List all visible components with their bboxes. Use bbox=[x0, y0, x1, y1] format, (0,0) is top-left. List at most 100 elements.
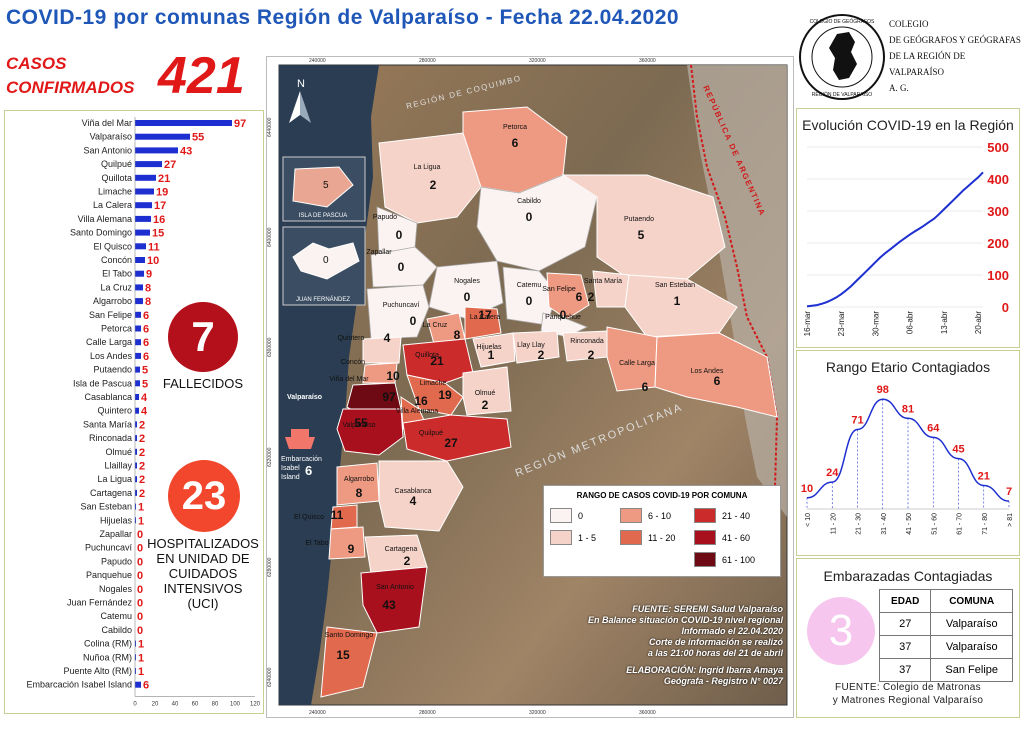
bar-la-calera bbox=[135, 202, 152, 209]
north-arrow-icon: N bbox=[289, 78, 311, 123]
map-label-quintero: Quintero bbox=[338, 335, 365, 342]
commune-calle-larga bbox=[606, 326, 658, 392]
commune-san-felipe bbox=[546, 272, 590, 320]
fallecidos-label: FALLECIDOS bbox=[162, 376, 244, 391]
commune-los-andes bbox=[654, 332, 778, 418]
map-tick-left-2: 6400000 bbox=[267, 227, 273, 247]
logo: COLEGIO DE GEÓGRAFOS REGIÓN DE VALPARAÍS… bbox=[797, 12, 1022, 102]
logo-line1: COLEGIO bbox=[889, 19, 929, 29]
map-label-limache: Limache bbox=[420, 380, 447, 387]
bar-value-llaillay: 2 bbox=[139, 461, 145, 473]
logo-line4: A. G. bbox=[889, 83, 909, 93]
commune-san-antonio bbox=[360, 566, 428, 634]
map-value-san-antonio: 43 bbox=[382, 598, 396, 612]
legend-label: 1 - 5 bbox=[578, 532, 597, 543]
bar-label-el-tabo: El Tabo bbox=[102, 269, 132, 279]
bar-label-san-antonio: San Antonio bbox=[83, 145, 132, 155]
embarazadas-table: EDAD COMUNA 27 Valparaíso 37 Valparaíso … bbox=[878, 589, 1013, 682]
bar-value-san-esteban: 1 bbox=[138, 502, 144, 514]
ship-label-1: Embarcación bbox=[281, 456, 322, 463]
map-label-san-antonio: San Antonio bbox=[376, 584, 414, 591]
bar-value-quillota: 21 bbox=[158, 173, 170, 185]
map-value-rinconada: 2 bbox=[588, 348, 595, 362]
bar-rinconada bbox=[135, 435, 137, 442]
inset-jf-value: 0 bbox=[323, 255, 329, 266]
svg-text:REGIÓN DE VALPARAÍSO: REGIÓN DE VALPARAÍSO bbox=[812, 91, 872, 98]
bar-label-cabildo: Cabildo bbox=[101, 625, 132, 635]
casos-label-2: CONFIRMADOS bbox=[6, 78, 135, 97]
evolution-panel: Evolución COVID-19 en la Región 500 400 30… bbox=[796, 108, 1020, 348]
legend-item-0: 0 bbox=[550, 508, 583, 523]
age-xtick-31-40: 31 - 40 bbox=[881, 513, 888, 535]
map-label-papudo: Papudo bbox=[373, 214, 397, 221]
bar-label-vina-del-mar: Viña del Mar bbox=[82, 118, 132, 128]
age-xtick-81: > 81 bbox=[1007, 513, 1014, 527]
commune-olmue bbox=[462, 366, 512, 416]
evo-ytick-100: 100 bbox=[987, 268, 1009, 283]
bar-label-juan-fernandez: Juan Fernández bbox=[67, 598, 133, 608]
emb-source-2: y Matrones Regional Valparaíso bbox=[832, 695, 984, 706]
ship-label-2: Isabel bbox=[281, 465, 300, 472]
map-value-panquehue: 0 bbox=[560, 308, 567, 322]
bar-value-santa-maria: 2 bbox=[139, 419, 145, 431]
map-value-llay-llay: 2 bbox=[538, 348, 545, 362]
legend-swatch bbox=[620, 508, 642, 523]
legend-title: RANGO DE CASOS COVID-19 POR COMUNA bbox=[576, 491, 748, 500]
bar-value-quintero: 4 bbox=[141, 406, 148, 418]
map-label-casablanca: Casablanca bbox=[395, 488, 432, 495]
bar-label-algarrobo: Algarrobo bbox=[93, 296, 132, 306]
bar-tick-20: 20 bbox=[152, 701, 159, 707]
bar-value-calle-larga: 6 bbox=[143, 337, 149, 349]
emb-source-1: FUENTE: Colegio de Matronas bbox=[835, 682, 981, 693]
map-tick-left-1: 6440000 bbox=[267, 117, 273, 137]
bar-value-vina-del-mar: 97 bbox=[234, 118, 246, 130]
map-value-la-calera: 17 bbox=[478, 308, 492, 322]
bar-llaillay bbox=[135, 462, 137, 469]
bar-value-el-quisco: 11 bbox=[148, 241, 160, 253]
map-value-villa-alemana: 16 bbox=[414, 394, 428, 408]
evo-ytick-400: 400 bbox=[987, 172, 1009, 187]
age-value-11-20: 24 bbox=[826, 467, 839, 479]
map-value-santa-maria: 2 bbox=[588, 290, 595, 304]
bar-value-la-ligua: 2 bbox=[139, 474, 145, 486]
bar-label-limache: Limache bbox=[98, 187, 132, 197]
uci-label-1: HOSPITALIZADOS bbox=[147, 536, 259, 551]
age-panel: Rango Etario Contagiados 10 < 10 24 11 - 20… bbox=[796, 350, 1020, 556]
map-label-hijuelas: Hijuelas bbox=[477, 344, 502, 351]
commune-valparaiso bbox=[336, 408, 404, 456]
bar-label-quintero: Quintero bbox=[97, 406, 132, 416]
map-label-nogales: Nogales bbox=[454, 278, 480, 285]
bar-petorca bbox=[135, 325, 141, 332]
bar-puente-alto-rm bbox=[135, 668, 136, 674]
elaboracion-2: Geógrafa - Registro N° 0027 bbox=[663, 676, 783, 686]
map-tick-left-5: 6280000 bbox=[267, 557, 273, 577]
bar-villa-alemana bbox=[135, 215, 151, 222]
legend-label: 41 - 60 bbox=[722, 532, 751, 543]
bar-tick-120: 120 bbox=[250, 701, 261, 707]
bar-label-calle-larga: Calle Larga bbox=[86, 337, 132, 347]
emb-row2-comuna: Valparaíso bbox=[930, 635, 1013, 659]
comunas-panel: Viña del Mar 97 Valparaíso 55 San Antonio 43 Q… bbox=[4, 110, 264, 714]
map-value-el-tabo: 9 bbox=[348, 542, 355, 556]
emb-row3-comuna: San Felipe bbox=[930, 658, 1013, 682]
uci-label: HOSPITALIZADOS EN UNIDAD DE CUIDADOS INT… bbox=[140, 536, 266, 611]
bar-la-cruz bbox=[135, 284, 143, 291]
commune-llay-llay bbox=[512, 330, 560, 364]
commune-puchuncavi bbox=[366, 284, 430, 340]
age-xtick-71-80: 71 - 80 bbox=[982, 513, 989, 535]
bar-label-santa-maria: Santa María bbox=[83, 419, 132, 429]
bar-value-villa-alemana: 16 bbox=[153, 214, 165, 226]
legend-item-1-5: 1 - 5 bbox=[550, 530, 596, 545]
bar-value-isla-de-pascua: 5 bbox=[142, 378, 148, 390]
evo-ytick-500: 500 bbox=[987, 140, 1009, 155]
inset-pascua-value: 5 bbox=[323, 180, 329, 191]
uci-label-4: INTENSIVOS bbox=[163, 581, 243, 596]
legend-swatch bbox=[694, 552, 716, 567]
bar-label-santo-domingo: Santo Domingo bbox=[70, 228, 132, 238]
bar-label-llaillay: Llaillay bbox=[104, 461, 132, 471]
map-value-puchuncavi: 0 bbox=[410, 314, 417, 328]
bar-value-limache: 19 bbox=[156, 187, 168, 199]
map-tick-top-2: 280000 bbox=[419, 58, 436, 64]
map-value-concon: 10 bbox=[386, 369, 400, 383]
legend-item-6-10: 6 - 10 bbox=[620, 508, 671, 523]
